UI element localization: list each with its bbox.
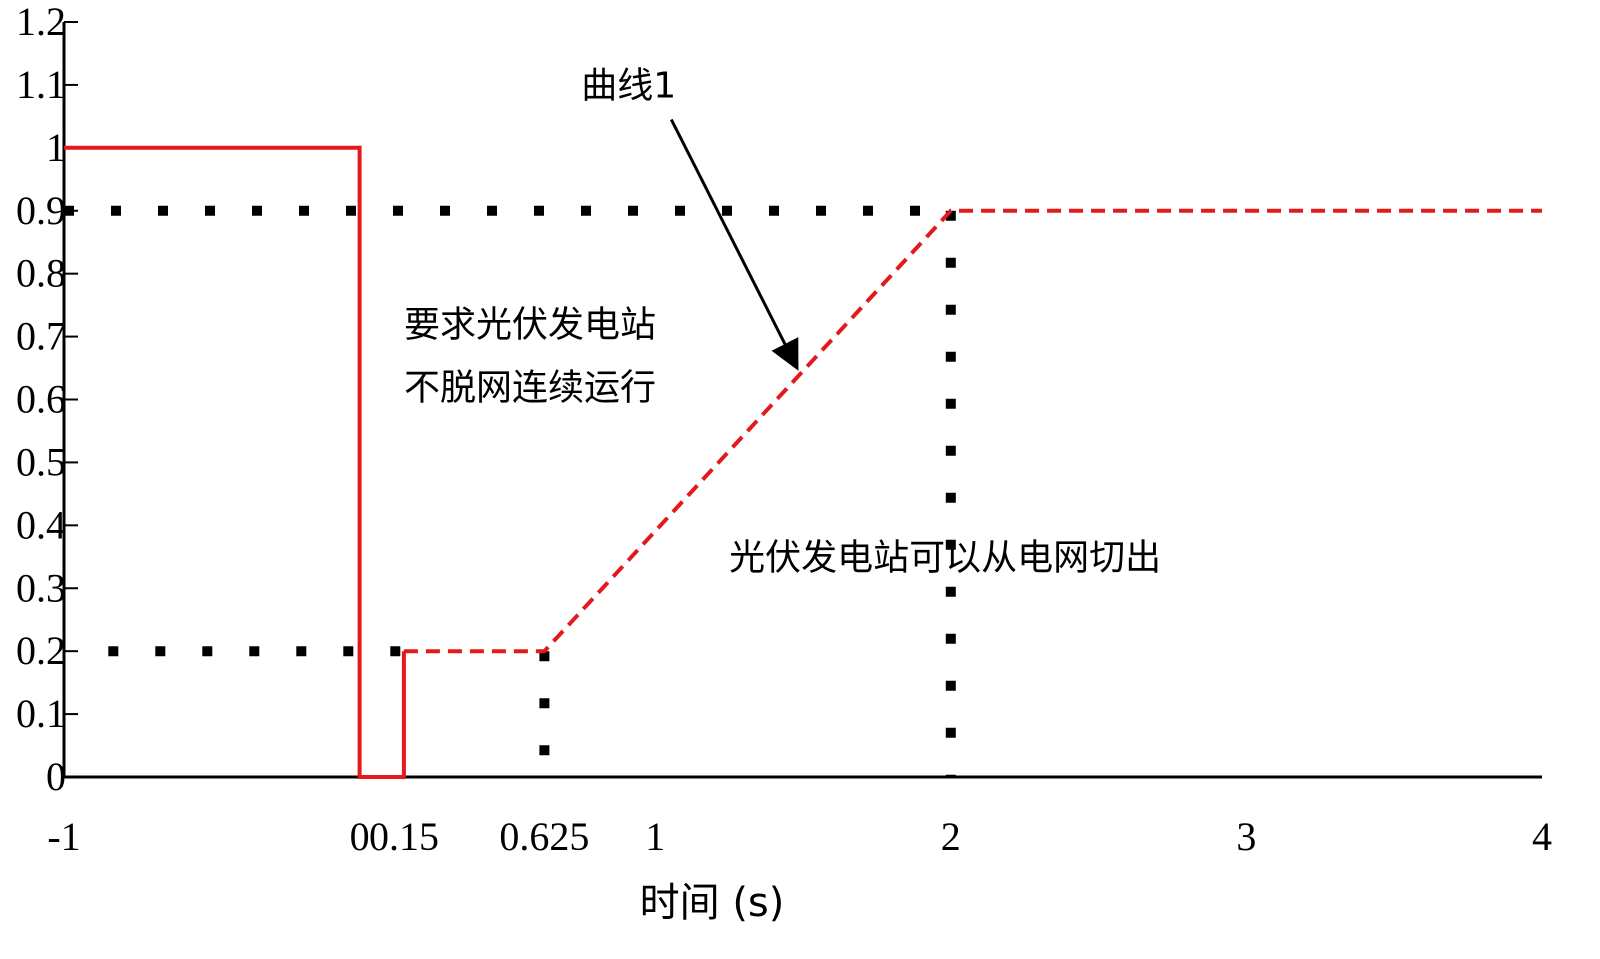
solid-series (64, 145, 406, 779)
y-tick-label: 1.2 (16, 0, 66, 44)
x-tick-label: 0.15 (369, 814, 439, 859)
axes (62, 21, 1542, 779)
x-tick-label: 0.625 (499, 814, 589, 859)
x-tick-label: 3 (1236, 814, 1256, 859)
x-tick-label: 2 (941, 814, 961, 859)
annotation-text: 不脱网连续运行 (404, 368, 656, 409)
x-tick-label: -1 (47, 814, 80, 859)
reference-lines (64, 205, 956, 777)
x-tick-label: 4 (1532, 814, 1552, 859)
y-tick-label: 0.1 (16, 691, 66, 736)
y-tick-label: 0.7 (16, 314, 66, 359)
annotation-text: 曲线1 (581, 66, 676, 107)
annotation-text: 光伏发电站可以从电网切出 (729, 537, 1161, 578)
annotation-arrow (669, 118, 799, 371)
y-tick-label: 1.1 (16, 62, 66, 107)
y-tick-label: 0.9 (16, 188, 66, 233)
x-tick-label: 1 (645, 814, 665, 859)
curve1-dashed-series (403, 208, 1542, 654)
y-tick-label: 0.6 (16, 377, 66, 422)
series-lines (64, 145, 1542, 779)
y-tick-label: 0 (46, 754, 66, 799)
y-tick-label: 0.2 (16, 628, 66, 673)
tick-labels: 00.10.20.30.40.50.60.70.80.911.11.2-1 0 0.… (16, 0, 1552, 859)
y-tick-label: 1 (46, 125, 66, 170)
y-tick-label: 0.3 (16, 565, 66, 610)
x-axis-label: 时间 (s) (640, 880, 785, 926)
y-tick-label: 0.8 (16, 251, 66, 296)
annotation-text: 要求光伏发电站 (404, 305, 656, 346)
y-tick-label: 0.5 (16, 439, 66, 484)
x-tick-label: 0 (350, 814, 370, 859)
y-tick-label: 0.4 (16, 502, 66, 547)
